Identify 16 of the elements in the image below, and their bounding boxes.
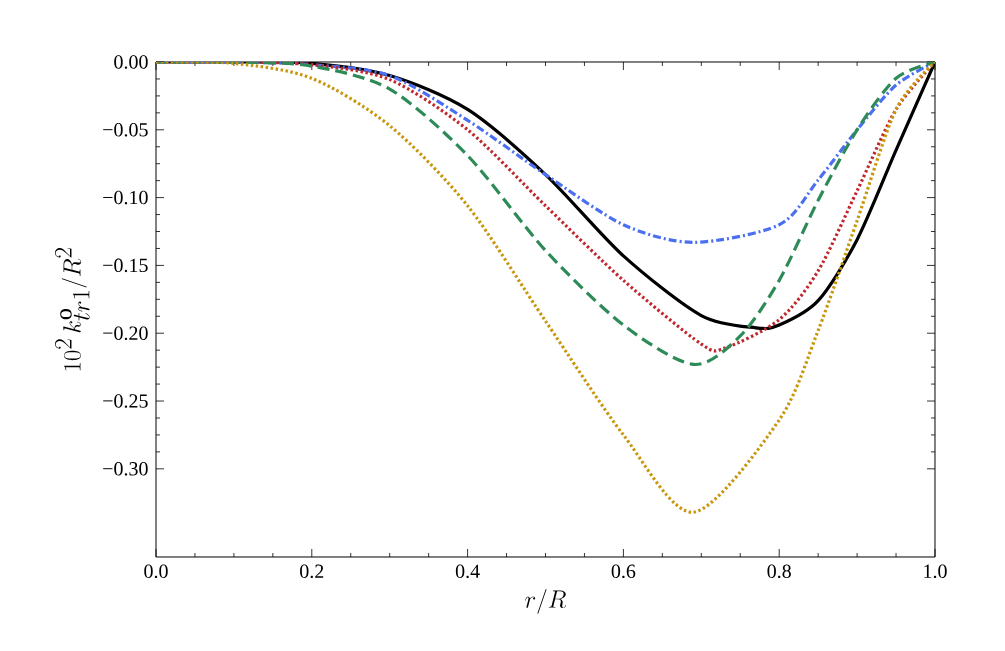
x-tick-label: 0.4 bbox=[455, 564, 480, 579]
y-tick-label: −0.10 bbox=[103, 190, 148, 205]
y-tick-label: −0.30 bbox=[103, 462, 148, 476]
y-tick-label: −0.15 bbox=[103, 258, 148, 273]
y-tick-label: −0.20 bbox=[103, 326, 148, 341]
x-tick-label: 0.0 bbox=[144, 564, 168, 579]
line-series bbox=[156, 61, 935, 514]
x-tick-label: 0.2 bbox=[300, 564, 324, 579]
x-axis-title: $r/R$ bbox=[525, 588, 567, 614]
y-tick-label: −0.05 bbox=[103, 123, 148, 137]
y-tick-label: 0.00 bbox=[114, 55, 148, 69]
x-tick-label: 1.0 bbox=[924, 564, 947, 579]
y-axis-title: $10^2\, k^{\rm o}_{tr1}/R^2$ bbox=[55, 248, 90, 371]
x-tick-label: 0.8 bbox=[767, 564, 791, 579]
y-tick-label: −0.25 bbox=[103, 394, 148, 408]
x-tick-label: 0.6 bbox=[611, 564, 636, 579]
